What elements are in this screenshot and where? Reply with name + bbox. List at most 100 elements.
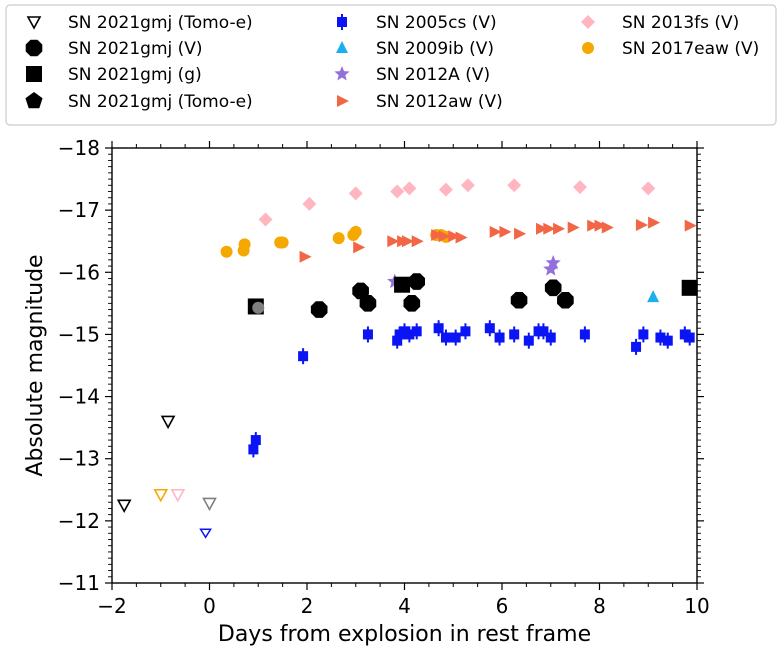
point-marker bbox=[684, 332, 695, 343]
data-point bbox=[567, 221, 580, 234]
legend-item: SN 2005cs (V) bbox=[337, 13, 497, 33]
data-point bbox=[684, 329, 695, 346]
x-tick-label: 8 bbox=[593, 594, 606, 618]
legend-marker bbox=[26, 16, 42, 30]
data-point bbox=[170, 488, 186, 503]
data-point bbox=[440, 329, 451, 346]
data-point bbox=[647, 290, 660, 303]
data-point bbox=[348, 186, 363, 201]
data-point bbox=[573, 180, 587, 195]
data-point bbox=[460, 178, 475, 193]
data-point bbox=[601, 221, 614, 234]
point-marker bbox=[433, 323, 444, 334]
legend-marker bbox=[581, 15, 595, 29]
data-point bbox=[455, 231, 468, 244]
data-point bbox=[579, 326, 590, 343]
series-8 bbox=[258, 178, 656, 227]
legend-item: SN 2021gmj (V) bbox=[25, 39, 203, 59]
data-point bbox=[404, 326, 415, 343]
point-marker bbox=[238, 238, 251, 251]
data-point bbox=[353, 241, 366, 254]
legend-marker bbox=[26, 66, 42, 82]
data-point bbox=[438, 182, 453, 197]
data-point bbox=[587, 219, 600, 232]
point-marker bbox=[545, 332, 556, 343]
legend-label: SN 2005cs (V) bbox=[376, 13, 497, 33]
point-marker bbox=[220, 245, 233, 258]
point-marker bbox=[494, 332, 505, 343]
legend-marker bbox=[334, 66, 350, 81]
data-point bbox=[438, 230, 451, 243]
data-point bbox=[648, 216, 661, 229]
data-point bbox=[545, 254, 561, 270]
data-point bbox=[635, 219, 648, 232]
y-tick-label: −11 bbox=[58, 571, 100, 595]
point-marker bbox=[250, 435, 261, 446]
data-point bbox=[258, 212, 273, 227]
legend-item: SN 2021gmj (Tomo-e) bbox=[26, 13, 253, 33]
y-tick-label: −15 bbox=[58, 322, 100, 346]
data-point bbox=[433, 320, 444, 337]
point-marker bbox=[252, 301, 265, 314]
point-marker bbox=[631, 341, 642, 352]
y-tick-label: −16 bbox=[58, 260, 100, 284]
data-point bbox=[299, 250, 312, 263]
point-marker bbox=[484, 323, 495, 334]
data-point bbox=[302, 196, 317, 211]
legend-item: SN 2013fs (V) bbox=[581, 13, 739, 33]
data-point bbox=[544, 279, 562, 297]
point-marker bbox=[332, 232, 345, 245]
data-point bbox=[543, 261, 559, 276]
data-point bbox=[641, 181, 656, 196]
legend-item: SN 2012A (V) bbox=[334, 65, 490, 85]
point-marker bbox=[298, 351, 309, 362]
data-point bbox=[238, 238, 251, 251]
point-marker bbox=[662, 335, 673, 346]
data-point bbox=[401, 235, 414, 248]
series-5 bbox=[647, 290, 660, 303]
data-point bbox=[460, 323, 471, 340]
point-marker bbox=[248, 444, 259, 455]
x-tick-label: 0 bbox=[203, 594, 216, 618]
data-point bbox=[298, 348, 309, 365]
data-point bbox=[431, 229, 444, 241]
data-point bbox=[514, 227, 527, 240]
point-marker bbox=[450, 332, 461, 343]
legend-marker bbox=[25, 39, 43, 57]
point-marker bbox=[440, 332, 451, 343]
data-point bbox=[250, 432, 261, 449]
legend-item: SN 2021gmj (g) bbox=[26, 65, 202, 85]
legend-label: SN 2009ib (V) bbox=[376, 39, 494, 59]
data-point bbox=[509, 326, 520, 343]
series-0 bbox=[116, 415, 176, 513]
data-point bbox=[332, 232, 345, 245]
axes: −2 0 2 4 6 8 10 −11 −12 −13 −14 −15 −16 −17 −18 bbox=[58, 136, 710, 618]
data-point bbox=[349, 225, 362, 238]
data-point bbox=[631, 338, 642, 355]
legend-label: SN 2017eaw (V) bbox=[622, 39, 759, 59]
data-point bbox=[594, 219, 607, 232]
legend-item: SN 2012aw (V) bbox=[337, 92, 503, 112]
legend-marker bbox=[337, 14, 347, 30]
legend-marker bbox=[337, 95, 349, 107]
legend-item: SN 2009ib (V) bbox=[336, 39, 494, 59]
data-point bbox=[202, 497, 217, 512]
data-point bbox=[484, 320, 495, 337]
y-axis-title: Absolute magnitude bbox=[23, 254, 48, 476]
data-point bbox=[408, 273, 425, 290]
data-point bbox=[387, 235, 400, 248]
data-point bbox=[116, 499, 132, 513]
point-marker bbox=[460, 326, 471, 337]
data-point bbox=[199, 528, 212, 539]
point-marker bbox=[523, 335, 534, 346]
series-1 bbox=[310, 273, 574, 318]
y-tick-label: −13 bbox=[58, 447, 100, 471]
data-point bbox=[276, 236, 289, 249]
series-7 bbox=[299, 216, 697, 263]
data-point bbox=[684, 219, 697, 232]
legend-label: SN 2021gmj (Tomo-e) bbox=[68, 13, 253, 33]
point-marker bbox=[509, 329, 520, 340]
extra-markers bbox=[153, 301, 265, 539]
legend-label: SN 2013fs (V) bbox=[622, 13, 739, 33]
legend-marker bbox=[336, 41, 348, 53]
